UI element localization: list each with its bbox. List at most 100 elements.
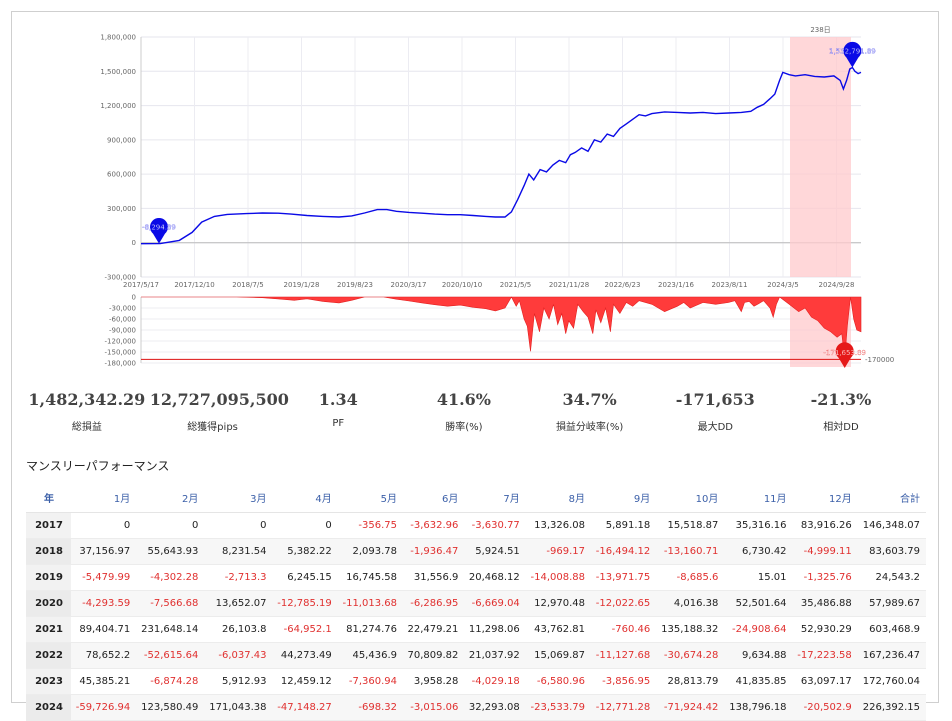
- y-tick-label: -180,000: [105, 360, 136, 368]
- value-cell: 5,891.18: [591, 512, 657, 539]
- value-cell: -760.46: [591, 616, 657, 643]
- value-cell: 37,156.97: [71, 538, 137, 565]
- value-cell: 12,970.48: [525, 590, 592, 617]
- value-cell: -3,630.77: [464, 512, 526, 539]
- peak-pin-icon: [843, 41, 862, 68]
- value-cell: -4,293.59: [71, 590, 137, 617]
- value-cell: 171,043.38: [204, 694, 273, 721]
- x-tick-label: 2024/3/5: [767, 281, 798, 289]
- value-cell: 15,518.87: [656, 512, 725, 539]
- value-cell: 22,479.21: [402, 616, 465, 643]
- value-cell: 52,501.64: [724, 590, 793, 617]
- start-marker-label: -8,294.89: [142, 224, 176, 232]
- stat-label: 総獲得pips: [187, 422, 238, 433]
- value-cell: -20,502.9: [792, 694, 858, 721]
- header-cell: 4月: [272, 482, 338, 513]
- x-tick-label: 2023/8/11: [712, 281, 748, 289]
- table-row: 2017 0 0 0 0 -356.75 -3,632.96 -3,630.77 13,326.…: [26, 512, 926, 539]
- stat-win-rate: 41.6% 勝率(%): [401, 388, 527, 433]
- stat-value: 12,727,095,500: [149, 390, 289, 409]
- value-cell: 603,468.9: [857, 616, 926, 643]
- x-tick-label: 2023/1/16: [658, 281, 694, 289]
- value-cell: 35,486.88: [792, 590, 858, 617]
- table-header-row: 年 1月 2月 3月 4月 5月 6月 7月 8月 9月 10月 11月 12月 合計: [26, 482, 926, 513]
- value-cell: 167,236.47: [857, 642, 926, 669]
- table-row: 2018 37,156.97 55,643.93 8,231.54 5,382.22 2,…: [26, 538, 926, 565]
- value-cell: 44,273.49: [272, 642, 338, 669]
- stat-label: 最大DD: [697, 422, 733, 433]
- y-tick-label: 0: [132, 239, 136, 247]
- value-cell: -12,785.19: [272, 590, 338, 617]
- stat-value: 1.34: [318, 390, 358, 409]
- value-cell: 24,543.2: [857, 564, 926, 591]
- value-cell: 146,348.07: [857, 512, 926, 539]
- value-cell: 0: [136, 512, 205, 539]
- y-tick-label: -30,000: [109, 305, 136, 313]
- equity-x-ticks: 2017/5/17 2017/12/10 2018/7/5 2019/1/28 2019…: [123, 281, 854, 289]
- header-year: 年: [26, 482, 71, 513]
- peak-marker[interactable]: 1,532,791.89: [829, 41, 876, 68]
- header-cell: 2月: [136, 482, 205, 513]
- value-cell: 45,385.21: [71, 668, 137, 695]
- x-tick-label: 2017/12/10: [174, 281, 214, 289]
- value-cell: 0: [272, 512, 338, 539]
- trough-marker[interactable]: -171,653.89: [823, 342, 866, 368]
- stat-label: 相対DD: [823, 422, 859, 433]
- value-cell: 138,796.18: [724, 694, 793, 721]
- value-cell: 32,293.08: [464, 694, 526, 721]
- year-cell: 2017: [26, 512, 71, 539]
- value-cell: -52,615.64: [136, 642, 205, 669]
- value-cell: -71,924.42: [656, 694, 725, 721]
- value-cell: -1,936.47: [402, 538, 465, 565]
- x-tick-label: 2021/11/28: [549, 281, 589, 289]
- value-cell: 12,459.12: [272, 668, 338, 695]
- table-body: 2017 0 0 0 0 -356.75 -3,632.96 -3,630.77 13,326.…: [26, 512, 926, 721]
- value-cell: -13,971.75: [591, 564, 657, 591]
- value-cell: -3,856.95: [591, 668, 657, 695]
- start-marker[interactable]: -8,294.89: [142, 217, 176, 244]
- x-tick-label: 2022/6/23: [605, 281, 641, 289]
- table-row: 2020 -4,293.59 -7,566.68 13,652.07 -12,785.1…: [26, 590, 926, 617]
- stat-total-profit: 1,482,342.29 総損益: [24, 388, 150, 433]
- year-cell: 2022: [26, 642, 71, 669]
- y-tick-label: 1,500,000: [100, 68, 136, 76]
- drawdown-y-ticks: 0 -30,000 -60,000 -90,000 -120,000 -150,000 -1…: [105, 294, 136, 368]
- value-cell: 6,245.15: [272, 564, 338, 591]
- value-cell: -2,713.3: [204, 564, 273, 591]
- year-cell: 2020: [26, 590, 71, 617]
- trough-marker-label: -171,653.89: [823, 349, 866, 357]
- highlight-band: [790, 37, 851, 277]
- value-cell: 231,648.14: [136, 616, 205, 643]
- table-row: 2024 -59,726.94 123,580.49 171,043.38 -47,14…: [26, 694, 926, 721]
- value-cell: -17,223.58: [792, 642, 858, 669]
- value-cell: 83,603.79: [857, 538, 926, 565]
- value-cell: 83,916.26: [792, 512, 858, 539]
- stat-value: -171,653: [675, 390, 755, 409]
- trough-pin-icon: [835, 342, 854, 368]
- value-cell: 20,468.12: [464, 564, 526, 591]
- value-cell: -6,874.28: [136, 668, 205, 695]
- value-cell: 57,989.67: [857, 590, 926, 617]
- value-cell: -30,674.28: [656, 642, 725, 669]
- y-tick-label: 300,000: [107, 205, 136, 213]
- value-cell: -59,726.94: [71, 694, 137, 721]
- value-cell: 89,404.71: [71, 616, 137, 643]
- header-cell: 6月: [402, 482, 465, 513]
- value-cell: -16,494.12: [591, 538, 657, 565]
- value-cell: -356.75: [337, 512, 403, 539]
- value-cell: 5,924.51: [464, 538, 526, 565]
- value-cell: 78,652.2: [71, 642, 137, 669]
- value-cell: -13,160.71: [656, 538, 725, 565]
- drawdown-area: [141, 296, 862, 360]
- year-cell: 2021: [26, 616, 71, 643]
- value-cell: 81,274.76: [337, 616, 403, 643]
- header-cell: 7月: [464, 482, 526, 513]
- value-cell: 135,188.32: [656, 616, 725, 643]
- table-row: 2022 78,652.2 -52,615.64 -6,037.43 44,273.49…: [26, 642, 926, 669]
- x-tick-label: 2021/5/5: [500, 281, 531, 289]
- value-cell: 172,760.04: [857, 668, 926, 695]
- value-cell: -5,479.99: [71, 564, 137, 591]
- value-cell: 5,912.93: [204, 668, 273, 695]
- value-cell: 5,382.22: [272, 538, 338, 565]
- value-cell: -3,015.06: [402, 694, 465, 721]
